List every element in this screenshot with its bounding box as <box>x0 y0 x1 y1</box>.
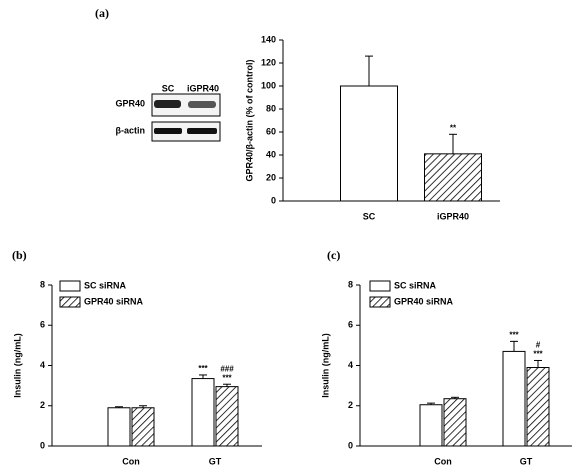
legend-label: SC siRNA <box>84 280 127 290</box>
significance-mark: *** <box>222 373 232 382</box>
y-tick-label: 4 <box>348 360 353 370</box>
y-tick-label: 8 <box>348 279 353 289</box>
y-tick-label: 8 <box>40 279 45 289</box>
legend-label: GPR40 siRNA <box>84 296 144 306</box>
x-tick-label: SC <box>363 211 376 221</box>
blot-image <box>151 93 221 142</box>
legend-swatch <box>369 280 391 292</box>
y-axis-label: GPR40/β-actin (% of control) <box>244 59 254 181</box>
y-tick-label: 2 <box>40 400 45 410</box>
significance-mark: # <box>536 341 541 350</box>
x-tick-label: iGPR40 <box>437 211 469 221</box>
x-tick-label: GT <box>520 456 533 466</box>
legend-label: GPR40 siRNA <box>394 296 454 306</box>
y-tick-label: 4 <box>40 360 45 370</box>
x-tick-label: Con <box>434 456 452 466</box>
y-tick-label: 20 <box>266 172 276 182</box>
significance-mark: *** <box>509 330 519 339</box>
bar <box>107 407 131 447</box>
y-tick-label: 0 <box>348 440 353 450</box>
legend-swatch <box>59 280 81 292</box>
panel-label: (a) <box>95 6 109 20</box>
lane-label: SC <box>162 83 175 93</box>
bar <box>191 378 215 447</box>
y-tick-label: 100 <box>261 80 276 90</box>
y-axis-label: Insulin (ng/mL) <box>12 333 22 398</box>
legend-label: SC siRNA <box>394 280 437 290</box>
bar <box>419 404 443 447</box>
lane-label: iGPR40 <box>187 83 219 93</box>
blot-row-label: GPR40 <box>115 98 145 108</box>
legend-swatch <box>59 296 81 308</box>
blot-row-label: β-actin <box>116 125 146 135</box>
y-tick-label: 40 <box>266 149 276 159</box>
y-tick-label: 120 <box>261 57 276 67</box>
bar <box>131 407 155 447</box>
x-tick-label: Con <box>122 456 140 466</box>
y-tick-label: 0 <box>271 195 276 205</box>
bar <box>215 386 239 447</box>
y-tick-label: 80 <box>266 103 276 113</box>
panel-label: (b) <box>12 248 27 262</box>
bar <box>526 367 550 447</box>
y-axis-label: Insulin (ng/mL) <box>320 333 330 398</box>
y-tick-label: 0 <box>40 440 45 450</box>
y-tick-label: 140 <box>261 34 276 44</box>
legend-swatch <box>369 296 391 308</box>
bar <box>502 350 526 447</box>
y-tick-label: 6 <box>348 320 353 330</box>
bar <box>443 398 467 447</box>
bar <box>340 85 398 202</box>
y-tick-label: 6 <box>40 320 45 330</box>
x-tick-label: GT <box>209 456 222 466</box>
bar <box>424 153 482 202</box>
panel-label: (c) <box>327 248 340 262</box>
significance-mark: *** <box>198 364 208 373</box>
y-tick-label: 60 <box>266 126 276 136</box>
significance-mark: *** <box>533 350 543 359</box>
y-tick-label: 2 <box>348 400 353 410</box>
significance-mark: ### <box>220 364 234 373</box>
significance-mark: ** <box>450 123 457 132</box>
